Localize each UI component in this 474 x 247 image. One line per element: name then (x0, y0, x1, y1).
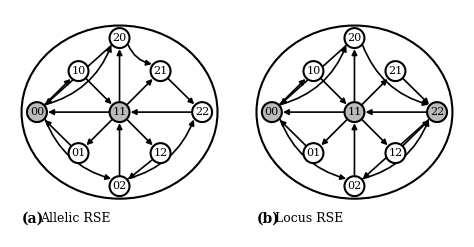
Circle shape (262, 102, 282, 122)
Text: 11: 11 (347, 107, 362, 117)
Text: 21: 21 (154, 66, 168, 76)
Circle shape (427, 102, 447, 122)
Circle shape (303, 61, 323, 81)
Text: 22: 22 (430, 107, 444, 117)
Circle shape (151, 143, 171, 163)
Circle shape (385, 61, 405, 81)
Circle shape (345, 176, 365, 196)
Text: 01: 01 (306, 148, 320, 158)
Text: Locus RSE: Locus RSE (275, 212, 343, 225)
Circle shape (345, 102, 365, 122)
Circle shape (345, 28, 365, 48)
Text: 02: 02 (347, 181, 362, 191)
Text: 11: 11 (112, 107, 127, 117)
Circle shape (69, 61, 89, 81)
Text: 12: 12 (388, 148, 402, 158)
Text: Allelic RSE: Allelic RSE (40, 212, 110, 225)
Circle shape (303, 143, 323, 163)
Text: 10: 10 (72, 66, 86, 76)
Circle shape (192, 102, 212, 122)
Text: 20: 20 (112, 33, 127, 43)
Text: 20: 20 (347, 33, 362, 43)
Circle shape (109, 28, 129, 48)
Text: (b): (b) (256, 212, 279, 226)
Text: 02: 02 (112, 181, 127, 191)
Circle shape (69, 143, 89, 163)
Text: (a): (a) (22, 212, 44, 226)
Text: 10: 10 (306, 66, 320, 76)
Text: 22: 22 (195, 107, 209, 117)
Circle shape (109, 102, 129, 122)
Circle shape (385, 143, 405, 163)
Circle shape (27, 102, 47, 122)
Text: 00: 00 (30, 107, 44, 117)
Text: 01: 01 (72, 148, 86, 158)
Text: 12: 12 (154, 148, 168, 158)
Circle shape (151, 61, 171, 81)
Text: 00: 00 (265, 107, 279, 117)
Circle shape (109, 176, 129, 196)
Text: 21: 21 (388, 66, 402, 76)
